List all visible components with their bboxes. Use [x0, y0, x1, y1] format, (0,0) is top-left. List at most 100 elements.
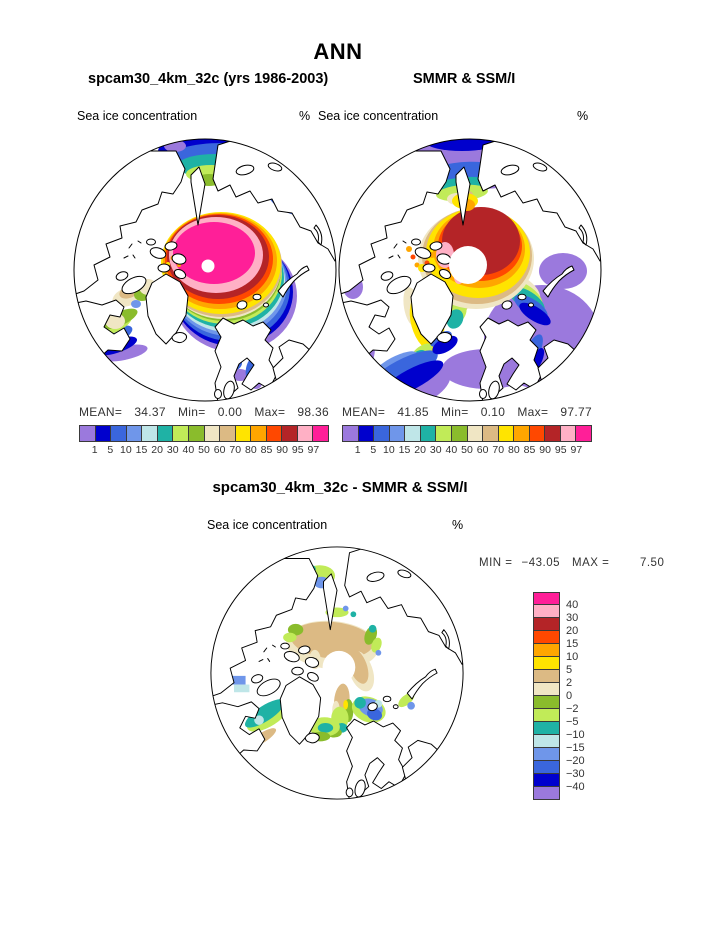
mean-value: 41.85: [397, 405, 429, 419]
diff-units-label: %: [452, 518, 464, 532]
obs-ice-field: [339, 139, 601, 401]
colorbar-cell: [533, 696, 560, 709]
colorbar-tick: 5: [107, 444, 114, 456]
mean-label: MEAN=: [342, 405, 386, 419]
diff-stats: MIN = −43.05 MAX = 7.50: [479, 557, 664, 569]
model-map: [73, 138, 337, 402]
pole-hole: [201, 259, 215, 273]
colorbar-label: −10: [566, 729, 585, 741]
pole-hole: [449, 246, 487, 284]
colorbar-cell: [533, 774, 560, 787]
obs-stats: MEAN= 41.85 Min= 0.10 Max= 97.77: [342, 405, 592, 419]
max-value: 98.36: [297, 405, 329, 419]
colorbar-cell: [266, 425, 283, 442]
colorbar-tick: 60: [476, 444, 489, 456]
colorbar-tick: 40: [445, 444, 458, 456]
colorbar-cell: [297, 425, 314, 442]
page-title: ANN: [313, 39, 363, 64]
colorbar-tick: 20: [414, 444, 426, 456]
colorbar-cell: [251, 425, 267, 442]
colorbar-tick: 5: [370, 444, 377, 456]
max-value: 97.77: [560, 405, 592, 419]
colorbar-tick: 10: [120, 444, 132, 456]
colorbar-cell: [533, 787, 560, 800]
colorbar-cell: [420, 425, 437, 442]
colorbar-cell: [533, 605, 560, 618]
min-value: 0.00: [217, 405, 243, 419]
colorbar-cell: [533, 592, 560, 605]
colorbar-tick: 70: [229, 444, 242, 456]
colorbar-cell: [173, 425, 189, 442]
colorbar-tick: 20: [151, 444, 163, 456]
colorbar-cell: [342, 425, 359, 442]
colorbar-tick: 10: [383, 444, 395, 456]
diff-field-label: Sea ice concentration: [207, 518, 328, 532]
colorbar-label: −5: [566, 716, 579, 728]
colorbar-cell: [313, 425, 329, 442]
colorbar-cell: [514, 425, 530, 442]
max-label: MAX =: [572, 557, 610, 569]
colorbar-cell: [126, 425, 143, 442]
pole-hole: [322, 650, 356, 684]
diff-colorbar-labels: 40 30 20 15 10 5 2 0 −2 −5 −10 −15 −20 −30 −40: [566, 592, 608, 802]
max-label: Max=: [517, 405, 549, 419]
mean-label: MEAN=: [79, 405, 123, 419]
colorbar-tick: 80: [245, 444, 257, 456]
model-stats: MEAN= 34.37 Min= 0.00 Max= 98.36: [79, 405, 329, 419]
colorbar-cell: [533, 722, 560, 735]
colorbar-cell: [533, 709, 560, 722]
colorbar-cell: [533, 618, 560, 631]
mean-value: 34.37: [134, 405, 166, 419]
colorbar-cell: [545, 425, 561, 442]
colorbar-cell: [374, 425, 390, 442]
colorbar-cell: [389, 425, 406, 442]
colorbar-tick: 60: [213, 444, 226, 456]
colorbar-label: −20: [566, 755, 585, 767]
colorbar-tick: 95: [291, 444, 304, 456]
colorbar-tick: 15: [398, 444, 411, 456]
colorbar-tick: 15: [135, 444, 148, 456]
colorbar-cell: [576, 425, 592, 442]
colorbar-cell: [533, 761, 560, 774]
colorbar-tick: 97: [570, 444, 583, 456]
colorbar-cell: [533, 748, 560, 761]
colorbar-cell: [111, 425, 127, 442]
colorbar-cell: [533, 735, 560, 748]
model-panel-title: spcam30_4km_32c (yrs 1986-2003): [88, 71, 329, 87]
colorbar-label: −40: [566, 781, 585, 793]
colorbar-tick: 50: [461, 444, 473, 456]
model-units-label: %: [299, 109, 311, 123]
colorbar-tick: 40: [182, 444, 195, 456]
colorbar-cell: [188, 425, 205, 442]
colorbar-tick: 85: [260, 444, 273, 456]
colorbar-tick: 95: [554, 444, 567, 456]
colorbar-cell: [451, 425, 468, 442]
model-field-label: Sea ice concentration: [77, 109, 198, 123]
colorbar-tick: 85: [523, 444, 536, 456]
colorbar-tick: 70: [492, 444, 505, 456]
colorbar-label: −15: [566, 742, 585, 754]
colorbar-tick: 97: [307, 444, 320, 456]
map-outline: [338, 138, 602, 402]
max-value: 7.50: [639, 557, 665, 569]
model-ice-field: [74, 139, 336, 401]
colorbar-cell: [533, 683, 560, 696]
max-label: Max=: [254, 405, 286, 419]
colorbar-label: 5: [566, 664, 573, 676]
colorbar-label: 30: [566, 612, 579, 624]
colorbar-tick: 90: [539, 444, 551, 456]
colorbar-cell: [533, 631, 560, 644]
colorbar-cell: [95, 425, 112, 442]
colorbar-label: 0: [566, 690, 573, 702]
colorbar-cell: [79, 425, 96, 442]
colorbar-cell: [498, 425, 515, 442]
diff-map: [210, 546, 464, 800]
colorbar-cell: [142, 425, 158, 442]
colorbar-tick: 90: [276, 444, 288, 456]
colorbar-label: 15: [566, 638, 579, 650]
colorbar-cell: [483, 425, 499, 442]
diff-field-blobs: [210, 546, 464, 800]
colorbar-cell: [204, 425, 221, 442]
colorbar-cell: [560, 425, 577, 442]
